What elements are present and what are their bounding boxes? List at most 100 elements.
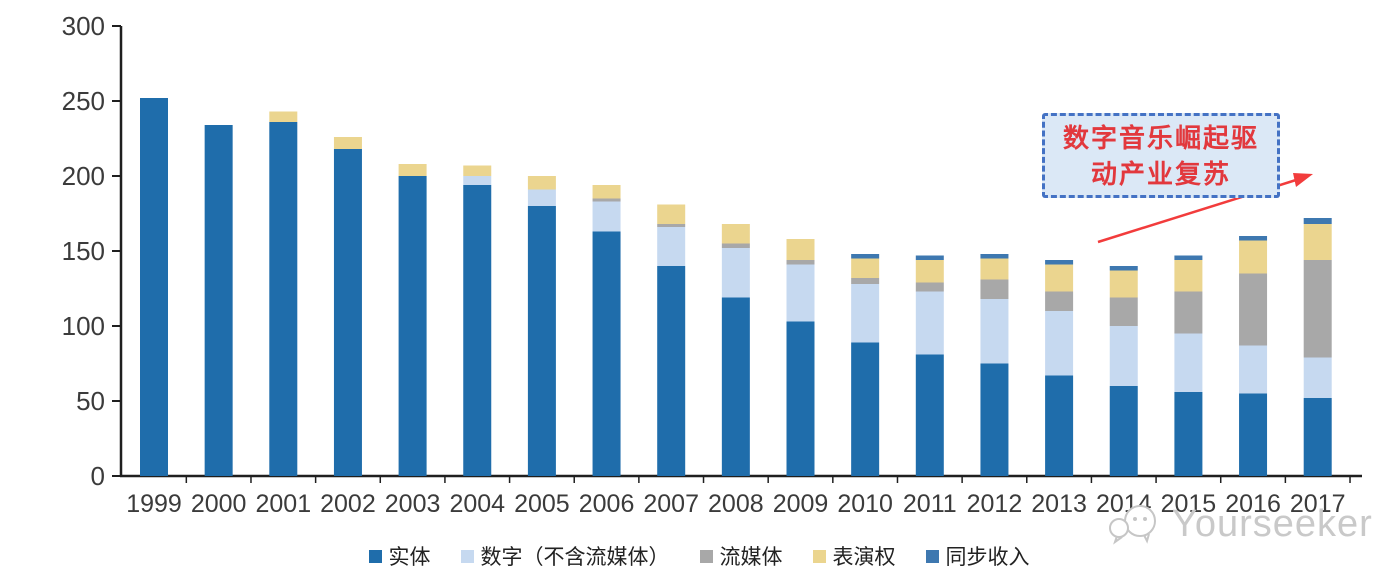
legend-item-physical: 实体 [368, 541, 431, 571]
x-axis-label: 2009 [773, 490, 829, 518]
bar-segment-2012-digital [980, 299, 1009, 364]
bar-segment-2017-performance [1303, 224, 1332, 260]
bar-segment-2010-physical [851, 342, 880, 476]
bar-segment-2010-digital [851, 284, 880, 343]
bar-segment-2016-streaming [1239, 273, 1268, 346]
bar-segment-2005-physical [527, 206, 556, 476]
bar-segment-2015-digital [1174, 333, 1203, 392]
bar-segment-2011-streaming [915, 282, 944, 292]
bar-segment-2012-streaming [980, 279, 1009, 299]
bar-segment-2016-sync [1239, 236, 1268, 241]
bar-segment-2010-sync [851, 254, 880, 259]
bar-segment-2001-performance [269, 111, 298, 122]
chart-legend: 实体 数字（不含流媒体） 流媒体 表演权 同步收入 [0, 541, 1398, 571]
y-axis-tick-label: 250 [62, 86, 105, 116]
legend-item-performance: 表演权 [812, 541, 896, 571]
bar-segment-2016-physical [1239, 393, 1268, 476]
bar-segment-2017-sync [1303, 218, 1332, 224]
bar-segment-2017-physical [1303, 398, 1332, 476]
x-axis-label: 2002 [320, 490, 376, 518]
bar-segment-2006-digital [592, 201, 621, 232]
x-axis-label: 2008 [708, 490, 764, 518]
legend-item-streaming: 流媒体 [699, 541, 783, 571]
bar-segment-2013-digital [1045, 311, 1074, 376]
y-axis-tick-label: 200 [62, 161, 105, 191]
x-axis-label: 2004 [449, 490, 505, 518]
y-axis-tick-label: 150 [62, 236, 105, 266]
bar-segment-2007-performance [657, 204, 686, 224]
bar-segment-2006-physical [592, 231, 621, 476]
bar-segment-2008-performance [721, 224, 750, 244]
bar-segment-2003-performance [398, 164, 427, 176]
x-axis-label: 2013 [1031, 490, 1087, 518]
bar-segment-2013-physical [1045, 375, 1074, 476]
bar-segment-2017-streaming [1303, 260, 1332, 358]
annotation-callout: 数字音乐崛起驱 动产业复苏 [1042, 113, 1280, 198]
bar-segment-2009-physical [786, 321, 815, 476]
bar-segment-2009-performance [786, 239, 815, 260]
y-axis-tick-label: 0 [91, 461, 105, 491]
x-axis-label: 2006 [579, 490, 635, 518]
bar-segment-2014-digital [1109, 326, 1138, 386]
bar-segment-2000-physical [204, 125, 233, 476]
bar-segment-2001-physical [269, 122, 298, 476]
x-axis-label: 2005 [514, 490, 570, 518]
bar-segment-2007-streaming [657, 224, 686, 227]
bar-segment-2015-physical [1174, 392, 1203, 476]
x-axis-label: 2007 [643, 490, 699, 518]
legend-swatch-icon [460, 549, 474, 563]
bar-segment-2002-performance [333, 137, 362, 149]
legend-swatch-icon [699, 549, 713, 563]
bar-segment-2010-performance [851, 258, 880, 278]
bar-segment-2006-performance [592, 185, 621, 199]
x-axis-label: 2010 [837, 490, 893, 518]
bar-segment-2008-digital [721, 248, 750, 298]
x-axis-label: 2012 [967, 490, 1023, 518]
bar-segment-2008-streaming [721, 243, 750, 248]
bar-segment-2004-performance [463, 165, 492, 176]
bar-segment-2014-performance [1109, 270, 1138, 298]
legend-label: 表演权 [832, 546, 896, 569]
watermark-logo-icon [1109, 505, 1156, 545]
legend-swatch-icon [812, 549, 826, 563]
bar-segment-2003-physical [398, 176, 427, 476]
bar-segment-2004-digital [463, 176, 492, 185]
bar-segment-2009-digital [786, 264, 815, 322]
legend-label: 数字（不含流媒体） [480, 546, 670, 569]
bar-segment-2009-streaming [786, 260, 815, 265]
x-axis-label: 2001 [255, 490, 311, 518]
bar-segment-2014-sync [1109, 266, 1138, 271]
bar-segment-2002-physical [333, 149, 362, 476]
x-axis-label: 2000 [191, 490, 247, 518]
bar-segment-2008-physical [721, 297, 750, 476]
y-axis-tick-label: 100 [62, 311, 105, 341]
bar-segment-2011-performance [915, 260, 944, 283]
bar-segment-2014-streaming [1109, 297, 1138, 326]
x-axis-label: 2016 [1225, 490, 1281, 518]
bar-segment-2015-performance [1174, 260, 1203, 292]
bar-segment-1999-physical [140, 98, 168, 476]
bar-segment-2015-sync [1174, 255, 1203, 260]
bar-segment-2016-digital [1239, 345, 1268, 394]
bar-segment-2013-sync [1045, 260, 1074, 265]
bar-segment-2012-performance [980, 258, 1009, 280]
bar-segment-2016-performance [1239, 240, 1268, 274]
legend-swatch-icon [368, 549, 382, 563]
bar-segment-2013-streaming [1045, 291, 1074, 311]
bar-segment-2006-streaming [592, 198, 621, 202]
bar-segment-2011-digital [915, 291, 944, 355]
bar-segment-2015-streaming [1174, 291, 1203, 334]
legend-label: 同步收入 [945, 546, 1030, 569]
y-axis-tick-label: 50 [76, 386, 105, 416]
x-axis-label: 2011 [903, 490, 957, 518]
legend-item-digital: 数字（不含流媒体） [460, 541, 670, 571]
bar-segment-2014-physical [1109, 386, 1138, 476]
annotation-line-1: 数字音乐崛起驱 [1062, 122, 1259, 153]
bar-segment-2010-streaming [851, 278, 880, 284]
x-axis-label: 2003 [385, 490, 441, 518]
annotation-line-2: 动产业复苏 [1090, 158, 1231, 189]
bar-segment-2013-performance [1045, 264, 1074, 292]
x-axis-label: 1999 [126, 490, 182, 518]
